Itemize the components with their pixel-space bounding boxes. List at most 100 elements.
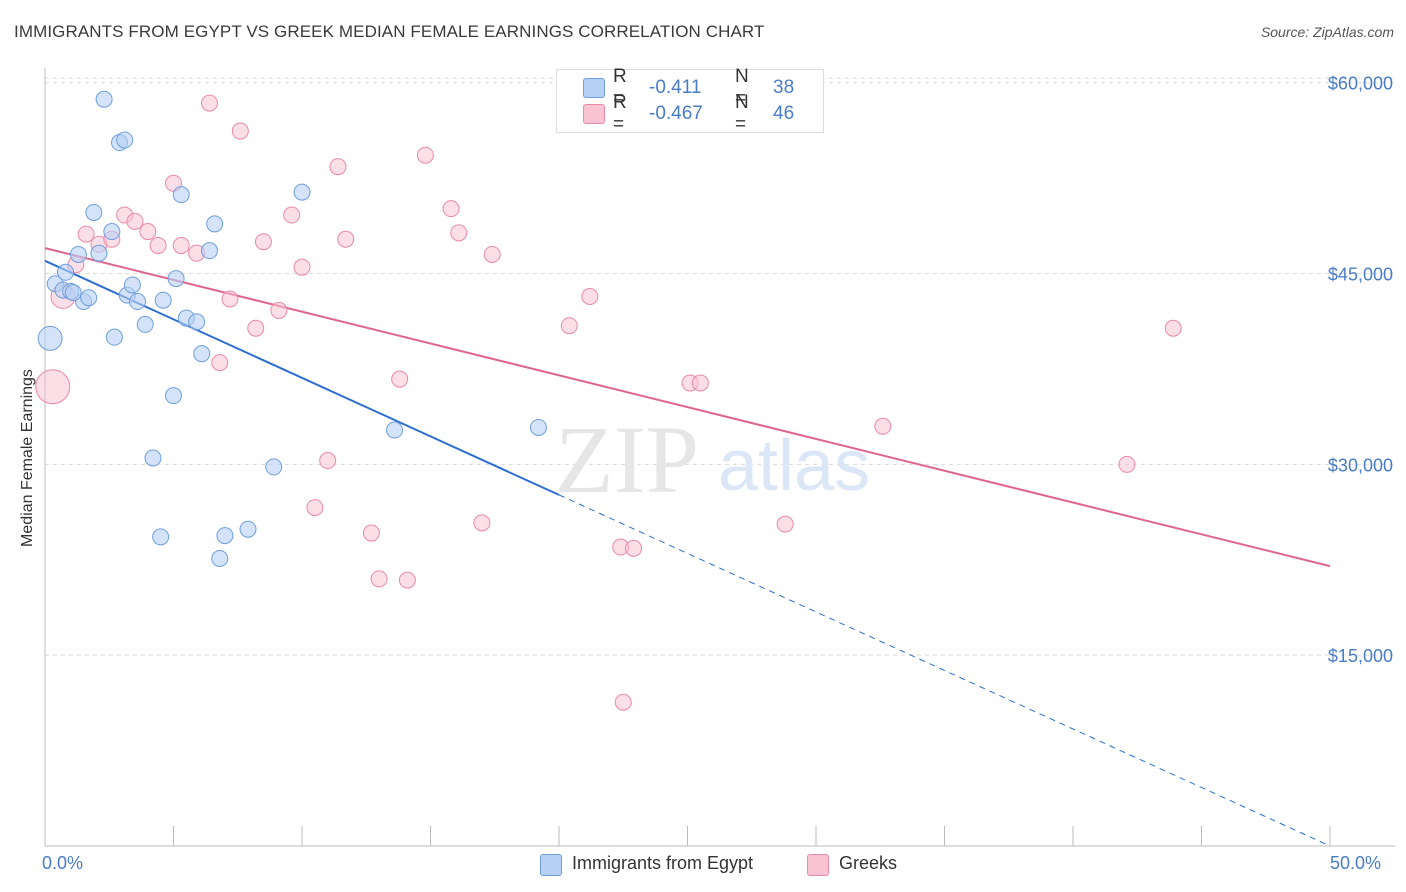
source-credit: Source: ZipAtlas.com <box>1260 24 1394 40</box>
point-greeks <box>416 146 434 164</box>
trend-line-greeks <box>44 247 1331 568</box>
point-egypt <box>293 183 311 201</box>
point-greeks <box>691 374 709 392</box>
point-egypt <box>85 203 103 221</box>
y-tick-label: $60,000 <box>1328 74 1393 94</box>
point-egypt <box>239 520 257 538</box>
point-egypt <box>105 328 123 346</box>
point-greeks <box>473 514 491 532</box>
points-greeks <box>35 94 1182 711</box>
point-greeks <box>293 258 311 276</box>
legend-r-value: -0.467 <box>649 103 703 124</box>
correlation-legend: R = -0.411 N = 38 R = -0.467 N = 46 <box>556 66 824 135</box>
point-egypt <box>216 527 234 545</box>
point-egypt <box>152 528 170 546</box>
point-greeks <box>581 287 599 305</box>
point-greeks <box>247 319 265 337</box>
point-greeks <box>874 417 892 435</box>
point-egypt <box>167 270 185 288</box>
point-egypt <box>188 313 206 331</box>
point-egypt <box>64 284 82 302</box>
point-egypt <box>37 325 63 351</box>
point-greeks <box>172 237 190 255</box>
point-egypt <box>386 421 404 439</box>
point-greeks <box>337 230 355 248</box>
point-greeks <box>221 290 239 308</box>
legend-n-label: N = <box>735 92 749 135</box>
point-egypt <box>80 289 98 307</box>
y-tick-label: $30,000 <box>1328 455 1393 475</box>
legend-r-value: -0.411 <box>649 77 702 98</box>
point-egypt <box>144 449 162 467</box>
point-egypt <box>154 291 172 309</box>
point-egypt <box>206 215 224 233</box>
point-greeks <box>362 524 380 542</box>
axes <box>44 68 1395 847</box>
point-greeks <box>614 693 632 711</box>
point-greeks <box>254 233 272 251</box>
point-greeks <box>483 245 501 263</box>
watermark-zip: ZIP <box>555 406 699 513</box>
point-greeks <box>442 200 460 218</box>
point-greeks <box>450 224 468 242</box>
x-tick-label-min: 0.0% <box>42 853 84 873</box>
x-tick-label-max: 50.0% <box>1330 853 1382 873</box>
point-egypt <box>69 245 87 263</box>
point-greeks <box>319 452 337 470</box>
y-tick-label: $15,000 <box>1328 646 1393 666</box>
point-egypt <box>129 293 147 311</box>
bottom-legend-swatch-egypt <box>540 854 562 876</box>
legend-r-label: R = <box>613 92 627 135</box>
point-egypt <box>172 186 190 204</box>
watermark: ZIP atlas <box>555 406 870 513</box>
point-greeks <box>211 354 229 372</box>
point-greeks <box>1118 455 1136 473</box>
point-egypt <box>211 549 229 567</box>
point-greeks <box>77 225 95 243</box>
point-greeks <box>370 570 388 588</box>
point-greeks <box>35 369 71 405</box>
legend-swatch-greeks <box>583 104 605 124</box>
point-greeks <box>391 370 409 388</box>
point-greeks <box>560 317 578 335</box>
watermark-atlas: atlas <box>718 426 870 506</box>
chart-title: IMMIGRANTS FROM EGYPT VS GREEK MEDIAN FE… <box>14 22 765 41</box>
point-egypt <box>200 242 218 260</box>
legend-n-value: 46 <box>773 103 795 124</box>
point-greeks <box>776 515 794 533</box>
bottom-legend-swatch-greeks <box>807 854 829 876</box>
point-egypt <box>193 345 211 363</box>
point-greeks <box>149 237 167 255</box>
point-egypt <box>90 244 108 262</box>
point-egypt <box>165 387 182 405</box>
point-greeks <box>200 94 218 112</box>
trend-lines <box>44 247 1331 847</box>
trend-line-egypt-extension <box>558 494 1331 847</box>
point-egypt <box>529 418 547 436</box>
point-greeks <box>625 539 643 557</box>
point-greeks <box>270 301 288 319</box>
point-egypt <box>265 458 283 476</box>
y-axis-label: Median Female Earnings <box>19 369 36 547</box>
point-egypt <box>136 315 154 333</box>
y-tick-label: $45,000 <box>1328 265 1393 285</box>
point-egypt <box>95 90 113 108</box>
point-greeks <box>306 499 324 517</box>
bottom-legend-label-egypt: Immigrants from Egypt <box>572 853 754 873</box>
point-greeks <box>139 223 157 241</box>
point-greeks <box>329 158 347 176</box>
legend-n-value: 38 <box>773 77 795 98</box>
legend-n-label: N = <box>735 66 749 109</box>
legend-swatch-egypt <box>583 78 605 98</box>
point-greeks <box>231 122 249 140</box>
point-egypt <box>103 223 121 241</box>
legend-r-label: R = <box>613 66 627 109</box>
points-egypt <box>37 90 547 567</box>
point-egypt <box>116 131 134 149</box>
point-egypt <box>123 276 141 294</box>
point-egypt <box>57 263 75 281</box>
point-greeks <box>1164 319 1182 337</box>
point-greeks <box>398 571 416 589</box>
y-tick-labels: $15,000 $30,000 $45,000 $60,000 <box>1328 74 1393 666</box>
